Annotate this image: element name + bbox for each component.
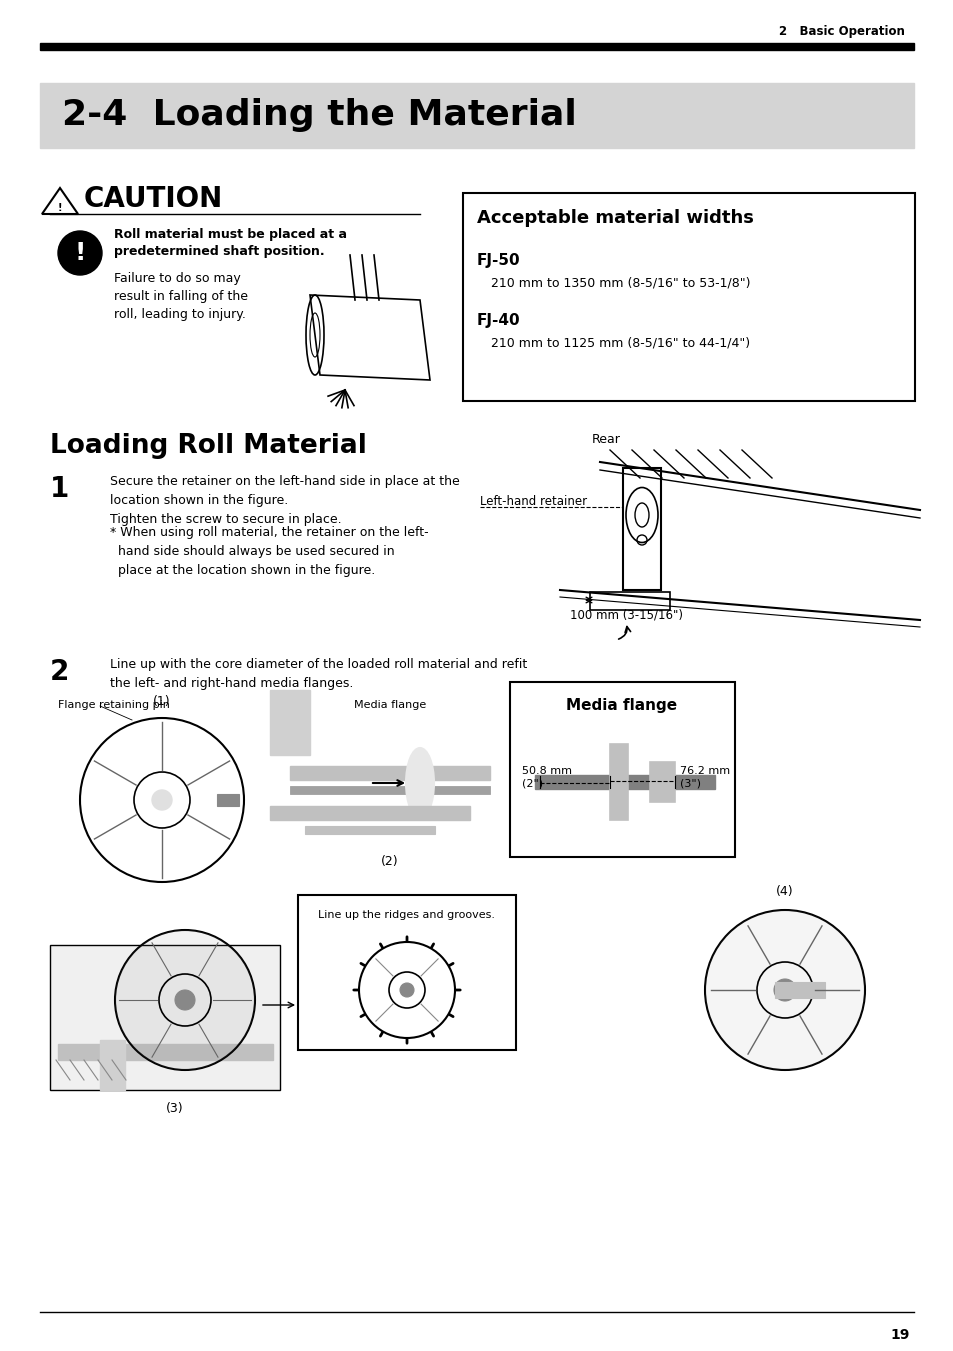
Text: Rear: Rear <box>592 434 620 446</box>
Text: CAUTION: CAUTION <box>84 185 223 213</box>
Circle shape <box>704 911 864 1070</box>
Text: 1: 1 <box>50 476 70 503</box>
Bar <box>270 690 310 755</box>
Text: 100 mm (3-15/16"): 100 mm (3-15/16") <box>569 608 682 621</box>
Bar <box>100 1040 125 1090</box>
Text: 76.2 mm
(3"): 76.2 mm (3") <box>679 766 729 788</box>
Bar <box>40 43 913 50</box>
Text: Acceptable material widths: Acceptable material widths <box>476 209 753 227</box>
Text: Roll material must be placed at a
predetermined shaft position.: Roll material must be placed at a predet… <box>113 228 347 258</box>
Bar <box>290 766 490 780</box>
Text: 50.8 mm
(2"): 50.8 mm (2") <box>521 766 572 788</box>
Bar <box>609 744 627 820</box>
Bar <box>462 193 914 401</box>
Circle shape <box>58 231 102 276</box>
Circle shape <box>773 979 795 1001</box>
Text: Loading Roll Material: Loading Roll Material <box>50 434 367 459</box>
Text: (4): (4) <box>776 885 793 898</box>
Circle shape <box>399 984 414 997</box>
Bar <box>290 786 490 794</box>
Text: 2: 2 <box>50 658 70 686</box>
Text: Flange retaining pin: Flange retaining pin <box>58 700 170 711</box>
Bar <box>622 467 660 590</box>
Text: Failure to do so may
result in falling of the
roll, leading to injury.: Failure to do so may result in falling o… <box>113 272 248 322</box>
Text: 210 mm to 1125 mm (8-5/16" to 44-1/4"): 210 mm to 1125 mm (8-5/16" to 44-1/4") <box>491 336 749 350</box>
Bar <box>40 82 913 149</box>
Text: 19: 19 <box>890 1328 909 1342</box>
FancyArrowPatch shape <box>380 944 382 948</box>
Bar <box>589 592 669 611</box>
FancyArrowPatch shape <box>431 1032 434 1036</box>
Bar <box>774 982 824 998</box>
Text: FJ-50: FJ-50 <box>476 253 520 267</box>
FancyArrowPatch shape <box>431 944 434 948</box>
Text: !: ! <box>74 240 86 265</box>
Text: * When using roll material, the retainer on the left-
  hand side should always : * When using roll material, the retainer… <box>110 526 428 577</box>
Bar <box>535 775 714 789</box>
Ellipse shape <box>406 748 434 817</box>
Text: FJ-40: FJ-40 <box>476 313 520 328</box>
FancyArrowPatch shape <box>449 1015 453 1016</box>
Text: 2   Basic Operation: 2 Basic Operation <box>779 26 904 38</box>
Text: Left-hand retainer: Left-hand retainer <box>479 494 586 508</box>
FancyArrowPatch shape <box>449 963 453 966</box>
Text: !: ! <box>58 203 62 213</box>
Circle shape <box>152 790 172 811</box>
Bar <box>270 807 470 820</box>
Text: Media flange: Media flange <box>566 698 677 713</box>
Text: Secure the retainer on the left-hand side in place at the
location shown in the : Secure the retainer on the left-hand sid… <box>110 476 459 526</box>
Bar <box>58 1044 273 1061</box>
Text: (1): (1) <box>153 694 171 708</box>
Text: Line up with the core diameter of the loaded roll material and refit
the left- a: Line up with the core diameter of the lo… <box>110 658 527 690</box>
Bar <box>297 894 516 1050</box>
Text: 2-4  Loading the Material: 2-4 Loading the Material <box>62 99 577 132</box>
FancyArrowPatch shape <box>380 1032 382 1036</box>
FancyArrowPatch shape <box>360 963 364 966</box>
Bar <box>305 825 435 834</box>
Bar <box>510 682 734 857</box>
Bar <box>216 794 239 807</box>
Text: Media flange: Media flange <box>354 700 426 711</box>
Text: (2): (2) <box>381 855 398 867</box>
FancyArrowPatch shape <box>360 1015 364 1016</box>
Circle shape <box>174 990 194 1011</box>
Bar <box>50 944 280 1090</box>
Text: Line up the ridges and grooves.: Line up the ridges and grooves. <box>318 911 495 920</box>
Circle shape <box>115 929 254 1070</box>
Text: (3): (3) <box>166 1102 184 1115</box>
Text: 210 mm to 1350 mm (8-5/16" to 53-1/8"): 210 mm to 1350 mm (8-5/16" to 53-1/8") <box>491 277 750 290</box>
Bar <box>649 762 675 802</box>
